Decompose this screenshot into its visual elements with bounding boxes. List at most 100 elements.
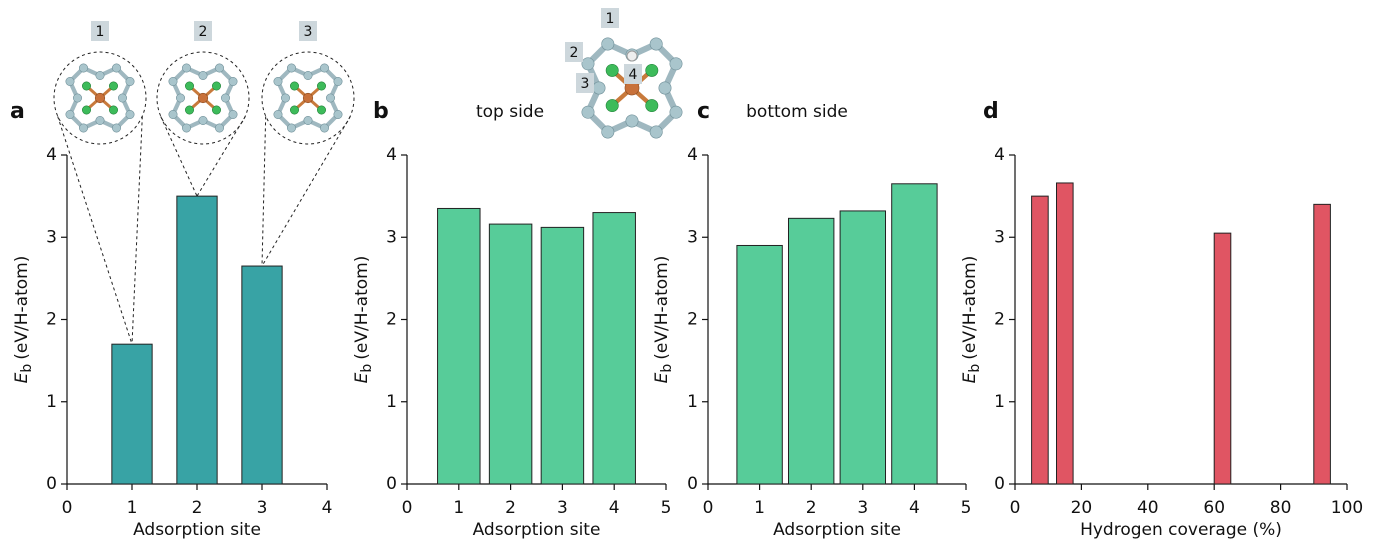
y-tick-label: 1 [687,392,698,412]
inset-label: 3 [304,24,313,40]
x-tick-label: 1 [453,498,464,518]
bar [177,196,217,484]
x-tick-label: 100 [1331,498,1363,518]
leader-line [58,116,132,344]
atom [66,77,74,85]
atom [670,106,682,118]
atom [320,124,328,132]
atom [126,110,134,118]
atom [112,64,120,72]
atom [118,94,126,102]
y-tick-label: 1 [386,392,397,412]
x-axis-label: Adsorption site [133,520,261,540]
atom [212,106,220,114]
panel-letter: c [697,99,710,124]
x-tick-label: 3 [257,498,268,518]
x-axis-label: Hydrogen coverage (%) [1080,520,1282,540]
x-tick-label: 4 [609,498,620,518]
x-tick-label: 5 [661,498,672,518]
atom [79,64,87,72]
molecule [66,64,134,132]
atom [602,126,614,138]
atom [96,116,104,124]
atom [176,94,184,102]
atom [221,94,229,102]
atom [215,124,223,132]
atom [582,106,594,118]
atom [290,106,298,114]
atom [109,106,117,114]
x-axis-label: Adsorption site [773,520,901,540]
atom [185,106,193,114]
y-label-unit: (eV/H-atom) [960,256,980,360]
molecule [274,64,342,132]
bar [840,211,885,484]
atom [646,99,658,111]
bar [242,266,282,484]
atom [182,124,190,132]
panel-letter: b [373,99,389,124]
x-tick-label: 60 [1203,498,1225,518]
x-tick-label: 0 [62,498,73,518]
y-tick-label: 1 [46,392,57,412]
y-label-subscript: b [659,364,675,373]
atom [670,58,682,70]
y-axis-label: Eb(eV/H-atom) [352,256,375,384]
atom [199,71,207,79]
atom [229,110,237,118]
y-tick-label: 1 [994,392,1005,412]
inset-label: 2 [199,24,208,40]
y-tick-label: 4 [386,145,397,165]
y-tick-label: 3 [687,227,698,247]
y-label-unit: (eV/H-atom) [12,256,32,360]
atom [169,110,177,118]
y-tick-label: 0 [386,474,397,494]
y-axis-label: Eb(eV/H-atom) [960,256,983,384]
y-label-unit: (eV/H-atom) [352,256,372,360]
atom [182,64,190,72]
atom [334,110,342,118]
figure: a0123401234Adsorption siteEb(eV/H-atom)1… [0,0,1382,541]
x-tick-label: 4 [909,498,920,518]
atom [96,71,104,79]
atom [212,82,220,90]
y-label-symbol: E [960,372,980,383]
atom [606,64,618,76]
atom [185,82,193,90]
x-tick-label: 0 [1010,498,1021,518]
x-tick-label: 1 [754,498,765,518]
molecule [169,64,237,132]
y-label-symbol: E [12,372,32,383]
x-tick-label: 0 [703,498,714,518]
x-tick-label: 0 [402,498,413,518]
y-tick-label: 2 [687,310,698,330]
bar [737,245,782,484]
atom [650,126,662,138]
atom [287,124,295,132]
y-tick-label: 3 [386,227,397,247]
x-tick-label: 1 [127,498,138,518]
bar [1314,204,1331,484]
atom [287,64,295,72]
bar [438,208,480,484]
y-tick-label: 3 [46,227,57,247]
y-tick-label: 3 [994,227,1005,247]
atom [290,82,298,90]
atom [650,38,662,50]
atom [109,82,117,90]
atom [112,124,120,132]
bar [593,213,635,484]
panel-subtitle: top side [476,102,544,122]
hydrogen [627,51,637,61]
y-tick-label: 0 [687,474,698,494]
page: {"chart_data": [ {"type": "bar", "panel"… [0,0,1382,541]
inset-label: 1 [606,11,615,27]
y-tick-label: 4 [687,145,698,165]
y-tick-label: 2 [46,310,57,330]
inset-label: 3 [581,76,590,92]
atom [303,93,313,103]
x-tick-label: 3 [557,498,568,518]
panel-letter: d [983,99,999,124]
y-tick-label: 2 [994,310,1005,330]
atom [606,99,618,111]
